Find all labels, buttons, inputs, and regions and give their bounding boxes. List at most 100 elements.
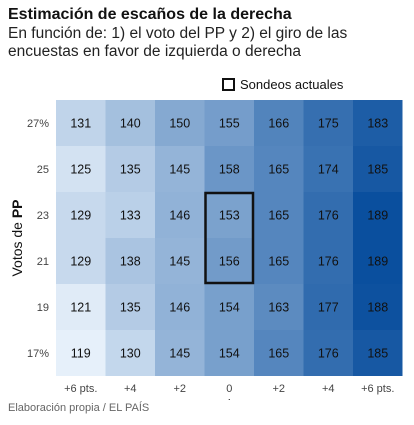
- cell-value-label: 166: [268, 117, 289, 131]
- heatmap-cell: [155, 330, 205, 376]
- heatmap-cell: [56, 284, 106, 330]
- cell-value-label: 129: [70, 209, 91, 223]
- x-tick-label: 0: [226, 383, 232, 395]
- cell-value-label: 145: [169, 347, 190, 361]
- heatmap-cell: [155, 238, 205, 284]
- cell-value-label: 129: [70, 255, 91, 269]
- heatmap-cell: [204, 192, 254, 238]
- cell-value-label: 185: [367, 347, 388, 361]
- cell-value-label: 135: [120, 163, 141, 177]
- x-tick-label: +6 pts.: [361, 383, 394, 395]
- heatmap-cell: [56, 238, 106, 284]
- cell-value-label: 154: [219, 347, 240, 361]
- cell-value-label: 150: [169, 117, 190, 131]
- y-axis-title: Votos de PP: [9, 199, 25, 276]
- cell-value-label: 158: [219, 163, 240, 177]
- cell-value-label: 133: [120, 209, 141, 223]
- cell-value-label: 175: [318, 117, 339, 131]
- heatmap-cell: [204, 330, 254, 376]
- legend: Sondeos actuales: [222, 75, 343, 93]
- heatmap-cell: [56, 100, 106, 146]
- heatmap-cell: [155, 192, 205, 238]
- y-tick-label: 19: [37, 302, 49, 314]
- x-direction-right-label: Derecha sube →: [240, 398, 338, 400]
- y-axis-title-party: PP: [9, 199, 25, 218]
- cell-value-label: 174: [318, 163, 339, 177]
- cell-value-label: 189: [367, 255, 388, 269]
- heatmap-cell: [105, 146, 155, 192]
- cell-value-label: 165: [268, 163, 289, 177]
- heatmap-cell: [155, 100, 205, 146]
- legend-label: Sondeos actuales: [240, 76, 344, 92]
- cell-value-label: 130: [120, 347, 141, 361]
- heatmap-cell: [254, 192, 304, 238]
- cell-value-label: 189: [367, 209, 388, 223]
- cell-value-label: 121: [70, 301, 91, 315]
- cell-value-label: 131: [70, 117, 91, 131]
- x-tick-label: +6 pts.: [64, 383, 97, 395]
- heatmap-cell: [254, 100, 304, 146]
- cell-value-label: 140: [120, 117, 141, 131]
- x-tick-label: +4: [124, 383, 137, 395]
- x-tick-label: +4: [322, 383, 335, 395]
- y-axis-title-prefix: Votos de: [9, 218, 25, 276]
- heatmap-chart: 131 140 150 155 166 175 183 125 135 145 158 165 174 1…: [9, 100, 403, 400]
- x-tick-label: +2: [173, 383, 186, 395]
- heatmap-cell: [353, 238, 403, 284]
- heatmap-cell: [204, 100, 254, 146]
- heatmap-cell: [353, 330, 403, 376]
- heatmap-cell: [303, 100, 353, 146]
- y-tick-label: 23: [37, 210, 49, 222]
- heatmap-cell: [204, 284, 254, 330]
- heatmap-cell: [56, 146, 106, 192]
- cell-value-label: 146: [169, 301, 190, 315]
- heatmap-cell: [303, 238, 353, 284]
- x-direction-left-label: ← Izquierda sube: [87, 398, 189, 400]
- heatmap-cell: [56, 330, 106, 376]
- heatmap-cell: [303, 330, 353, 376]
- heatmap-cell: [254, 330, 304, 376]
- source-note: Elaboración propia / EL PAÍS: [8, 402, 150, 414]
- heatmap-cell: [254, 146, 304, 192]
- y-tick-label: 25: [37, 164, 49, 176]
- heatmap-cell: [204, 238, 254, 284]
- cell-value-label: 176: [318, 209, 339, 223]
- cell-value-label: 165: [268, 255, 289, 269]
- cell-value-label: 176: [318, 347, 339, 361]
- current-polls-highlight: [204, 191, 255, 285]
- heatmap-cell: [155, 146, 205, 192]
- cell-value-label: 165: [268, 347, 289, 361]
- cell-value-label: 153: [219, 209, 240, 223]
- x-tick-label: +2: [272, 383, 285, 395]
- cell-value-label: 185: [367, 163, 388, 177]
- heatmap-cell: [254, 284, 304, 330]
- heatmap-cell: [353, 284, 403, 330]
- cell-value-label: 177: [318, 301, 339, 315]
- y-tick-label: 27%: [27, 118, 49, 130]
- heatmap-cell: [303, 284, 353, 330]
- heatmap-cell: [105, 238, 155, 284]
- cell-value-label: 146: [169, 209, 190, 223]
- cell-value-label: 125: [70, 163, 91, 177]
- heatmap-cell: [303, 192, 353, 238]
- cell-value-label: 183: [367, 117, 388, 131]
- chart-title: Estimación de escaños de la derecha: [8, 6, 292, 23]
- heatmap-cell: [105, 284, 155, 330]
- heatmap-cell: [353, 192, 403, 238]
- cell-value-label: 165: [268, 209, 289, 223]
- heatmap-cell: [105, 100, 155, 146]
- chart-subtitle: En función de: 1) el voto del PP y 2) el…: [8, 25, 348, 60]
- cell-value-label: 188: [367, 301, 388, 315]
- legend-swatch: [222, 77, 235, 91]
- cell-value-label: 138: [120, 255, 141, 269]
- cell-value-label: 135: [120, 301, 141, 315]
- cell-value-label: 155: [219, 117, 240, 131]
- heatmap-cell: [204, 146, 254, 192]
- cell-value-label: 176: [318, 255, 339, 269]
- cell-value-label: 154: [219, 301, 240, 315]
- heatmap-cell: [303, 146, 353, 192]
- cell-value-label: 163: [268, 301, 289, 315]
- heatmap-cell: [254, 238, 304, 284]
- y-tick-label: 21: [37, 256, 49, 268]
- y-tick-label: 17%: [27, 348, 49, 360]
